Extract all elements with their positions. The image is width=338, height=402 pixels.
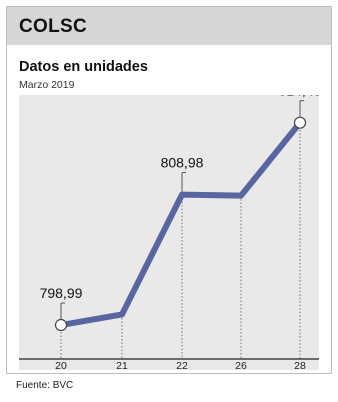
point-marker-20 [54, 318, 68, 332]
header-bar: COLSC [7, 7, 331, 45]
data-label-20: 798,99 [40, 285, 83, 301]
point-marker-28 [293, 116, 307, 129]
series-line [58, 119, 303, 329]
x-tick-label-26: 26 [235, 360, 247, 370]
x-tick-label-22: 22 [176, 360, 188, 370]
x-tick-label-21: 21 [116, 360, 128, 370]
data-label-22: 808,98 [161, 155, 204, 171]
line-chart: 798,99 808,98 814,49 20 21 22 26 28 [19, 95, 319, 370]
x-tick-label-20: 20 [55, 360, 67, 370]
chart-card: COLSC Datos en unidades Marzo 2019 798,9… [6, 6, 332, 374]
chart-period: Marzo 2019 [19, 79, 75, 91]
ticker-title: COLSC [19, 16, 87, 37]
plot-area: 798,99 808,98 814,49 20 21 22 26 28 [19, 95, 319, 370]
data-label-28: 814,49 [279, 95, 319, 99]
chart-subtitle: Datos en unidades [19, 59, 148, 75]
source-note: Fuente: BVC [16, 380, 74, 391]
x-tick-label-28: 28 [294, 360, 306, 370]
